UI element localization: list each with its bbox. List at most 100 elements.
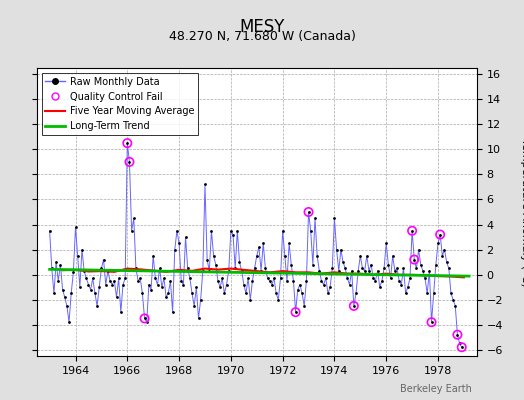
Point — [287, 261, 296, 268]
Point — [125, 159, 134, 165]
Point — [428, 319, 436, 325]
Point — [208, 228, 216, 234]
Point — [127, 228, 136, 234]
Point — [408, 228, 416, 234]
Point — [442, 259, 451, 265]
Point — [188, 290, 196, 296]
Point — [367, 261, 375, 268]
Point — [395, 278, 403, 284]
Point — [246, 296, 255, 303]
Point — [199, 268, 207, 274]
Point — [328, 265, 336, 272]
Point — [315, 268, 323, 274]
Point — [114, 275, 123, 282]
Point — [54, 278, 62, 284]
Point — [52, 259, 60, 265]
Point — [56, 261, 64, 268]
Point — [285, 240, 293, 246]
Point — [412, 265, 421, 272]
Point — [210, 253, 218, 259]
Point — [102, 282, 110, 288]
Point — [352, 290, 360, 296]
Point — [233, 228, 242, 234]
Point — [136, 275, 145, 282]
Point — [235, 259, 244, 265]
Point — [449, 296, 457, 303]
Point — [108, 282, 116, 288]
Point — [229, 231, 237, 238]
Point — [332, 246, 341, 253]
Point — [71, 224, 80, 230]
Point — [227, 228, 235, 234]
Point — [363, 253, 371, 259]
Point — [268, 282, 276, 288]
Point — [100, 256, 108, 263]
Point — [457, 344, 466, 350]
Point — [181, 234, 190, 240]
Point — [457, 344, 466, 350]
Point — [444, 265, 453, 272]
Point — [250, 265, 259, 272]
Point — [430, 290, 438, 296]
Point — [95, 284, 103, 290]
Point — [143, 319, 151, 325]
Point — [168, 309, 177, 315]
Point — [410, 256, 419, 263]
Point — [73, 253, 82, 259]
Point — [428, 319, 436, 325]
Point — [419, 268, 427, 274]
Point — [264, 275, 272, 282]
Point — [382, 240, 390, 246]
Point — [138, 290, 147, 296]
Point — [322, 275, 330, 282]
Point — [190, 303, 199, 309]
Point — [224, 268, 233, 274]
Point — [97, 265, 106, 272]
Point — [304, 209, 313, 215]
Point — [371, 278, 379, 284]
Point — [61, 294, 69, 300]
Point — [196, 296, 205, 303]
Point — [365, 268, 373, 274]
Point — [337, 246, 345, 253]
Point — [239, 282, 248, 288]
Point — [140, 315, 149, 322]
Point — [453, 332, 462, 338]
Point — [151, 275, 159, 282]
Point — [261, 265, 269, 272]
Point — [447, 290, 455, 296]
Point — [278, 228, 287, 234]
Point — [123, 140, 132, 146]
Point — [67, 290, 75, 296]
Y-axis label: Temperature Anomaly (°C): Temperature Anomaly (°C) — [520, 138, 524, 286]
Point — [391, 268, 399, 274]
Point — [173, 228, 181, 234]
Point — [91, 290, 99, 296]
Point — [266, 278, 274, 284]
Point — [231, 265, 239, 272]
Point — [194, 315, 203, 322]
Text: 48.270 N, 71.680 W (Canada): 48.270 N, 71.680 W (Canada) — [169, 30, 355, 43]
Point — [48, 265, 56, 272]
Point — [75, 284, 84, 290]
Point — [386, 275, 395, 282]
Point — [175, 240, 183, 246]
Point — [214, 278, 222, 284]
Point — [63, 303, 71, 309]
Point — [162, 294, 170, 300]
Point — [455, 340, 464, 347]
Point — [453, 332, 462, 338]
Point — [149, 253, 157, 259]
Point — [183, 265, 192, 272]
Point — [343, 275, 352, 282]
Point — [425, 268, 433, 274]
Point — [248, 278, 257, 284]
Point — [160, 275, 168, 282]
Point — [358, 265, 367, 272]
Point — [410, 256, 419, 263]
Point — [222, 282, 231, 288]
Point — [436, 231, 444, 238]
Point — [259, 240, 267, 246]
Point — [203, 256, 211, 263]
Point — [345, 282, 354, 288]
